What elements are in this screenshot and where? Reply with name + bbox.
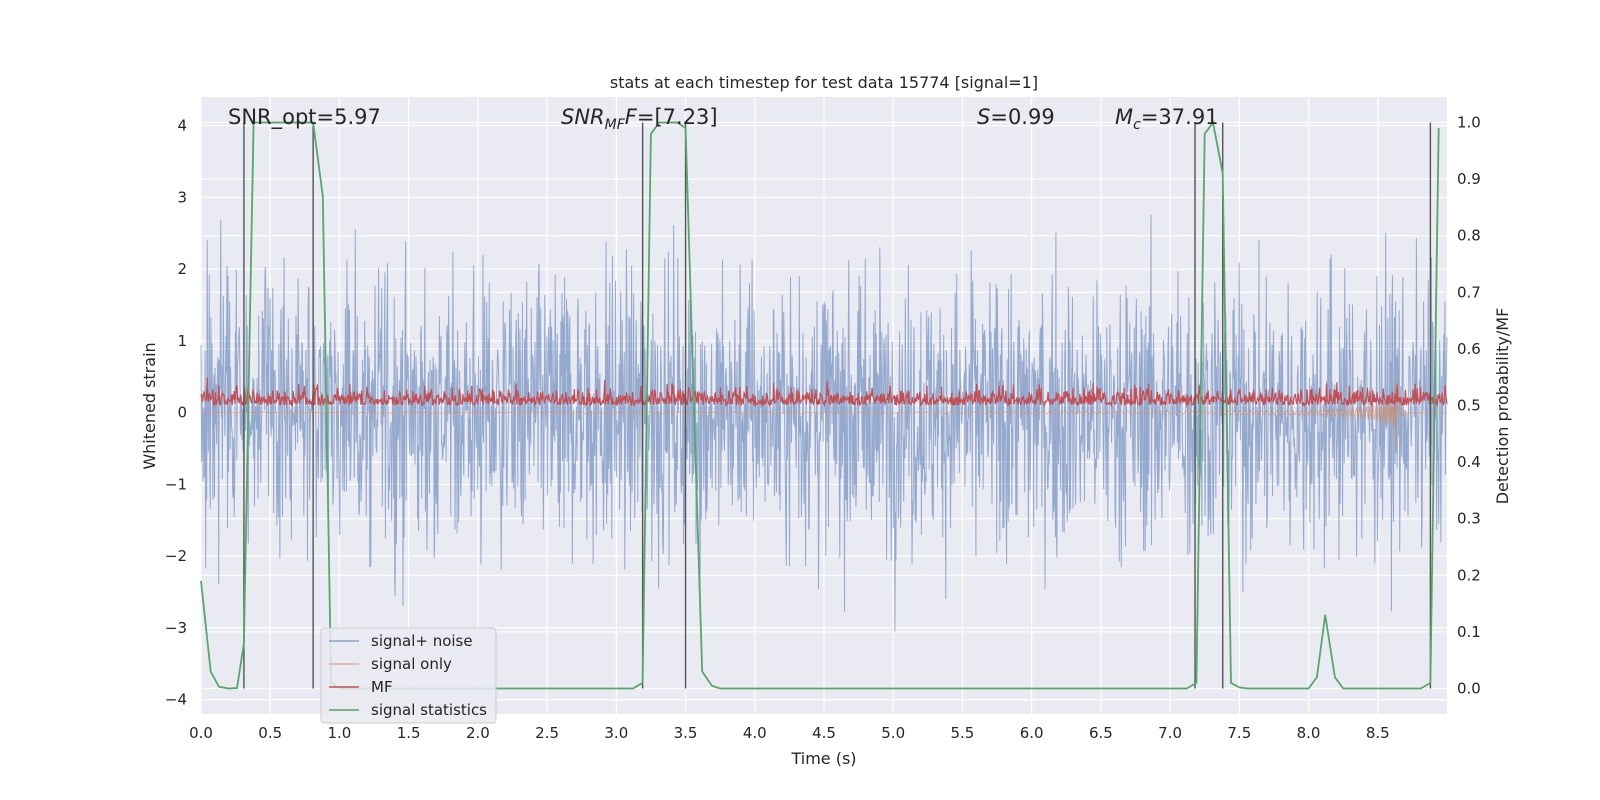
legend: signal+ noise signal only MF signal stat… [320, 627, 497, 724]
y-right-tick-label: 0.1 [1457, 623, 1481, 641]
y-tick-label: 3 [177, 188, 187, 206]
x-tick-label: 2.5 [535, 724, 559, 742]
x-tick-label: 0.5 [258, 724, 282, 742]
y-right-tick-label: 0.4 [1457, 453, 1481, 471]
signal-only-series [200, 380, 1447, 451]
x-tick-label: 7.0 [1158, 724, 1182, 742]
y-right-tick-label: 0.3 [1457, 510, 1481, 528]
x-tick-label: 6.0 [1020, 724, 1044, 742]
y-tick-label: −2 [165, 547, 187, 565]
legend-label-signal-only: signal only [371, 655, 452, 673]
y-right-tick-label: 0.9 [1457, 170, 1481, 188]
y-right-tick-label: 0.5 [1457, 397, 1481, 415]
x-tick-label: 3.0 [604, 724, 628, 742]
y-right-tick-label: 0.6 [1457, 340, 1481, 358]
x-tick-label: 6.5 [1089, 724, 1113, 742]
y-right-tick-label: 0.7 [1457, 283, 1481, 301]
x-tick-label: 7.5 [1227, 724, 1251, 742]
y-right-tick-label: 0.2 [1457, 566, 1481, 584]
s-annotation: S=0.99 [977, 105, 1055, 129]
legend-label-noise: signal+ noise [371, 632, 473, 650]
x-tick-label: 1.0 [328, 724, 352, 742]
y-tick-label: −3 [165, 619, 187, 637]
mc-annotation: Mc=37.91 [1115, 105, 1219, 133]
y-tick-label: −4 [165, 691, 187, 709]
y-tick-label: 4 [177, 117, 187, 135]
y-tick-label: −1 [165, 475, 187, 493]
y-tick-label: 1 [177, 332, 187, 350]
legend-label-mf: MF [371, 678, 393, 696]
snr-opt-annotation: SNR_opt=5.97 [228, 105, 381, 130]
y-right-tick-label: 0.0 [1457, 680, 1481, 698]
x-tick-label: 1.5 [397, 724, 421, 742]
x-tick-label: 5.5 [951, 724, 975, 742]
mf-line [200, 377, 1448, 408]
legend-label-stats: signal statistics [371, 701, 487, 719]
signal-only-line [200, 380, 1447, 451]
signal-statistics-series [200, 120, 1440, 690]
chart-title: stats at each timestep for test data 157… [610, 73, 1038, 92]
x-tick-label: 2.0 [466, 724, 490, 742]
snr-mf-annotation: SNRMFF=[7.23] [561, 105, 718, 133]
y-tick-label: 2 [177, 260, 187, 278]
y-right-tick-label: 0.8 [1457, 227, 1481, 245]
y-tick-label: 0 [177, 404, 187, 422]
x-axis-label: Time (s) [790, 749, 856, 768]
x-tick-label: 4.0 [743, 724, 767, 742]
y-axis-label: Whitened strain [140, 342, 159, 469]
x-tick-label: 5.0 [881, 724, 905, 742]
y-axis-right-label: Detection probability/MF [1493, 308, 1512, 505]
x-tick-label: 8.0 [1297, 724, 1321, 742]
y-right-tick-label: 1.0 [1457, 113, 1481, 131]
mf-series [200, 377, 1448, 408]
signal-statistics-line [200, 120, 1440, 690]
x-tick-label: 4.5 [812, 724, 836, 742]
x-tick-label: 8.5 [1366, 724, 1390, 742]
x-tick-label: 0.0 [189, 724, 213, 742]
legend-box [320, 627, 497, 724]
ticks: 0.0 0.5 1.0 1.5 2.0 2.5 3.0 3.5 4.0 4.5 5.0 5.5 6.0 6… [165, 113, 1481, 742]
x-tick-label: 3.5 [674, 724, 698, 742]
